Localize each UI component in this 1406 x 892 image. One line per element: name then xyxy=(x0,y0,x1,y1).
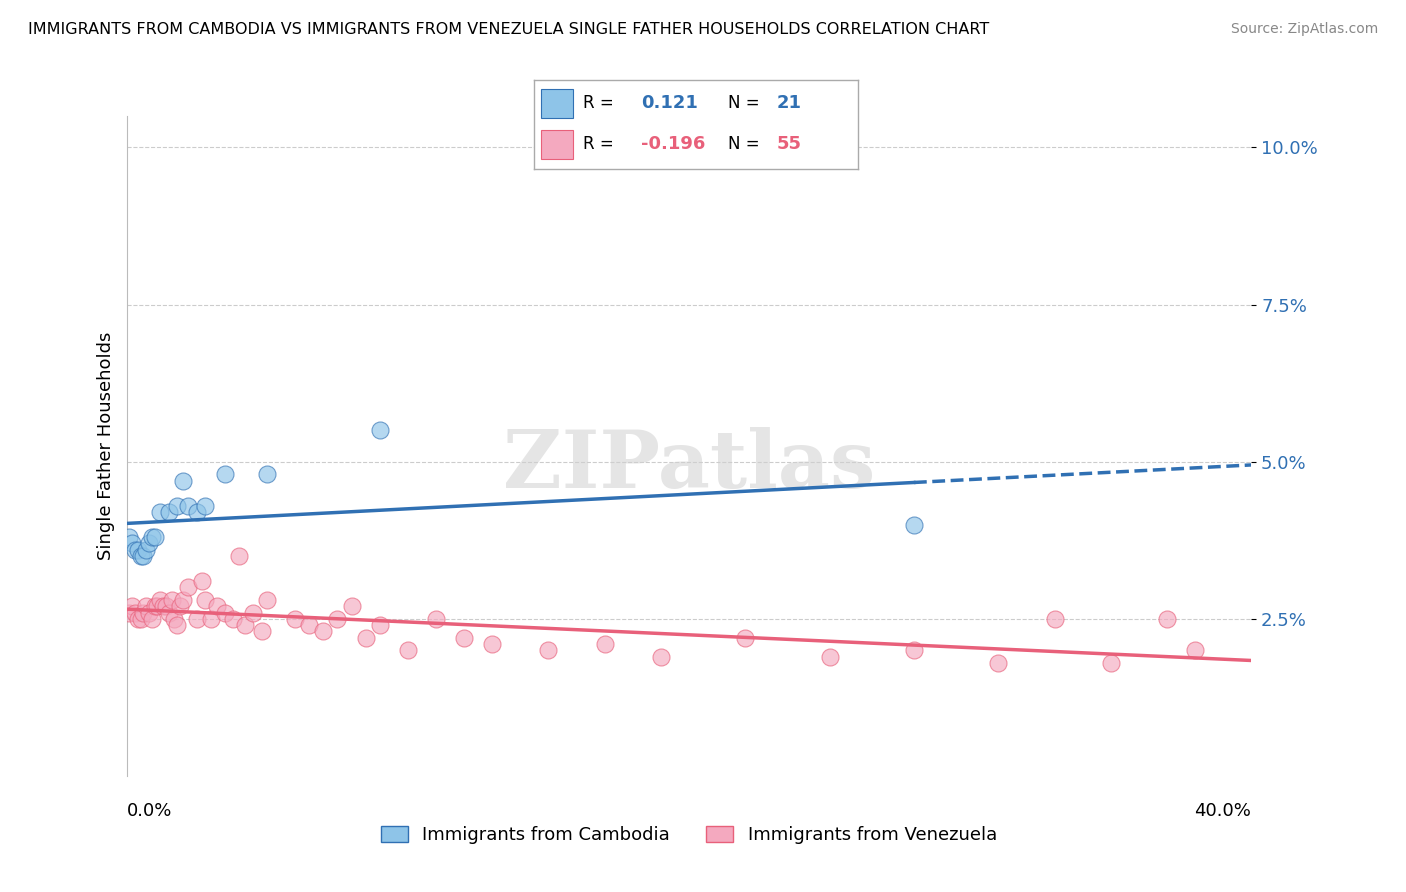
Point xyxy=(298,618,321,632)
Point xyxy=(368,618,391,632)
Point xyxy=(734,631,756,645)
Text: 55: 55 xyxy=(776,135,801,153)
Point xyxy=(340,599,363,614)
Point xyxy=(194,593,217,607)
Point xyxy=(537,643,560,657)
Point xyxy=(903,517,925,532)
Point xyxy=(157,606,180,620)
Point xyxy=(172,474,194,488)
Bar xyxy=(541,89,574,118)
Text: N =: N = xyxy=(728,135,759,153)
Point xyxy=(481,637,503,651)
Point xyxy=(127,542,149,557)
Point xyxy=(194,499,217,513)
Point xyxy=(118,530,141,544)
Point xyxy=(172,593,194,607)
Point xyxy=(166,499,188,513)
Text: 0.0%: 0.0% xyxy=(127,802,172,820)
Point xyxy=(186,505,208,519)
Bar xyxy=(541,130,574,159)
Point xyxy=(143,599,166,614)
Point xyxy=(127,612,149,626)
Point xyxy=(124,606,146,620)
Point xyxy=(1184,643,1206,657)
Point xyxy=(228,549,250,563)
Point xyxy=(396,643,419,657)
Point xyxy=(200,612,222,626)
Point xyxy=(160,593,183,607)
Point xyxy=(214,467,236,482)
Text: Source: ZipAtlas.com: Source: ZipAtlas.com xyxy=(1230,22,1378,37)
Point xyxy=(143,530,166,544)
Point xyxy=(146,599,169,614)
Point xyxy=(903,643,925,657)
Point xyxy=(121,599,143,614)
Text: 40.0%: 40.0% xyxy=(1195,802,1251,820)
Text: R =: R = xyxy=(582,135,613,153)
Point xyxy=(138,536,160,550)
Text: -0.196: -0.196 xyxy=(641,135,706,153)
Point xyxy=(135,542,157,557)
Point xyxy=(135,599,157,614)
Point xyxy=(650,649,672,664)
Point xyxy=(326,612,349,626)
Point xyxy=(169,599,191,614)
Point xyxy=(129,612,152,626)
Point xyxy=(233,618,256,632)
Point xyxy=(149,505,172,519)
Point xyxy=(177,581,200,595)
Text: N =: N = xyxy=(728,94,759,112)
Point xyxy=(368,423,391,437)
Point xyxy=(354,631,377,645)
Point xyxy=(222,612,245,626)
Point xyxy=(152,599,174,614)
Point xyxy=(141,612,163,626)
Legend: Immigrants from Cambodia, Immigrants from Venezuela: Immigrants from Cambodia, Immigrants fro… xyxy=(371,816,1007,853)
Point xyxy=(157,505,180,519)
Point xyxy=(1099,656,1122,670)
Point xyxy=(191,574,214,589)
Point xyxy=(121,536,143,550)
Point xyxy=(155,599,177,614)
Point xyxy=(124,542,146,557)
Point xyxy=(129,549,152,563)
Point xyxy=(250,624,273,639)
Point xyxy=(593,637,616,651)
Point xyxy=(214,606,236,620)
Point xyxy=(205,599,228,614)
Point xyxy=(425,612,447,626)
Point xyxy=(284,612,307,626)
Point xyxy=(1043,612,1066,626)
Point xyxy=(177,499,200,513)
Point xyxy=(987,656,1010,670)
Point xyxy=(118,606,141,620)
Point xyxy=(256,593,278,607)
Text: 21: 21 xyxy=(776,94,801,112)
Point xyxy=(818,649,841,664)
Point xyxy=(1156,612,1178,626)
Point xyxy=(453,631,475,645)
Point xyxy=(312,624,335,639)
Point xyxy=(132,549,155,563)
Point xyxy=(132,606,155,620)
Text: 0.121: 0.121 xyxy=(641,94,697,112)
Point xyxy=(186,612,208,626)
Text: ZIPatlas: ZIPatlas xyxy=(503,426,875,505)
Point xyxy=(138,606,160,620)
Point xyxy=(141,530,163,544)
Point xyxy=(149,593,172,607)
Text: R =: R = xyxy=(582,94,613,112)
Y-axis label: Single Father Households: Single Father Households xyxy=(97,332,115,560)
Point xyxy=(166,618,188,632)
Point xyxy=(163,612,186,626)
Text: IMMIGRANTS FROM CAMBODIA VS IMMIGRANTS FROM VENEZUELA SINGLE FATHER HOUSEHOLDS C: IMMIGRANTS FROM CAMBODIA VS IMMIGRANTS F… xyxy=(28,22,990,37)
Point xyxy=(256,467,278,482)
Point xyxy=(242,606,264,620)
